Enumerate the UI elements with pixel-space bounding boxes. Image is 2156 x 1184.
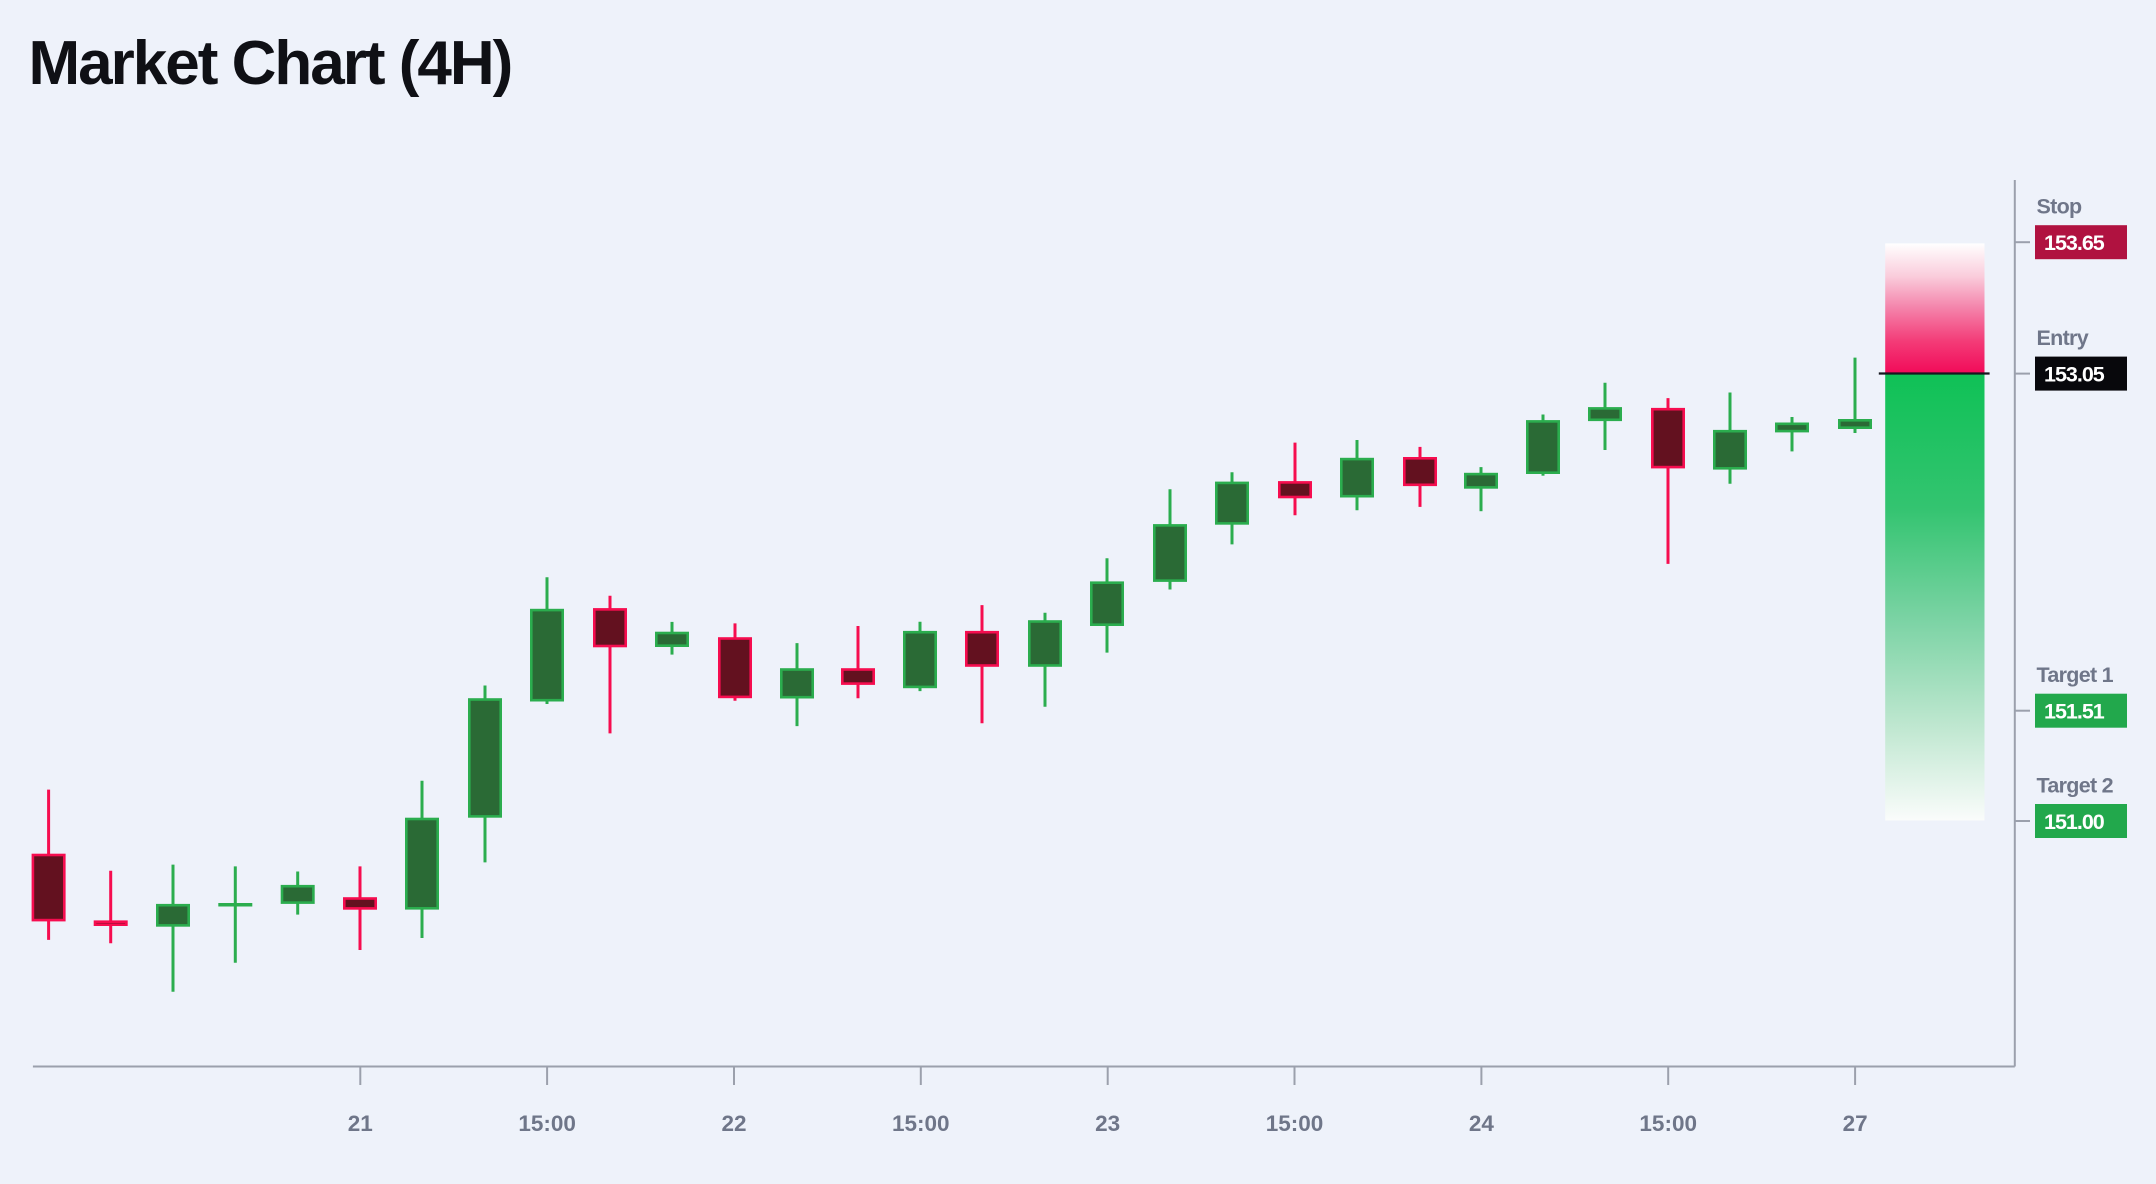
svg-text:15:00: 15:00 [1266,1111,1324,1136]
svg-text:27: 27 [1843,1111,1868,1136]
svg-text:Market Chart (4H): Market Chart (4H) [29,29,512,98]
svg-text:15:00: 15:00 [892,1111,950,1136]
svg-text:Stop: Stop [2037,195,2083,219]
svg-text:151.51: 151.51 [2044,700,2105,724]
svg-text:22: 22 [721,1111,746,1136]
svg-text:24: 24 [1469,1111,1495,1136]
svg-text:15:00: 15:00 [518,1111,576,1136]
svg-text:21: 21 [348,1111,373,1136]
svg-text:15:00: 15:00 [1639,1111,1697,1136]
svg-text:153.05: 153.05 [2044,363,2105,387]
svg-text:151.00: 151.00 [2044,810,2105,834]
svg-text:Target 1: Target 1 [2037,663,2114,687]
svg-text:23: 23 [1095,1111,1120,1136]
svg-text:Entry: Entry [2037,326,2089,350]
svg-text:Target 2: Target 2 [2037,774,2114,798]
svg-text:153.65: 153.65 [2044,231,2105,255]
